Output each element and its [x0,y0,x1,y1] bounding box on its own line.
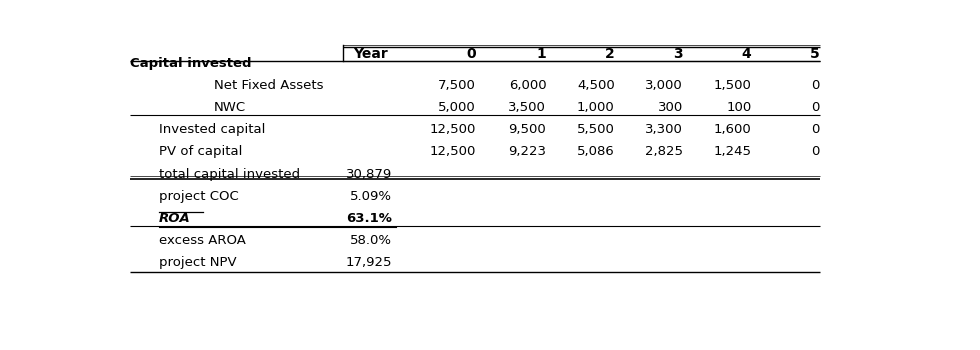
Text: 9,223: 9,223 [509,146,546,159]
Text: NWC: NWC [214,101,246,114]
Text: 3: 3 [673,47,683,61]
Text: 63.1%: 63.1% [346,212,392,225]
Text: 4,500: 4,500 [577,79,614,92]
Text: 1,245: 1,245 [713,146,752,159]
Text: project COC: project COC [159,190,239,203]
Text: 12,500: 12,500 [429,146,475,159]
Text: ROA: ROA [159,212,191,225]
Text: total capital invested: total capital invested [159,168,300,181]
Text: 100: 100 [726,101,752,114]
Text: 12,500: 12,500 [429,123,475,136]
Text: 2,825: 2,825 [645,146,683,159]
Text: 1,600: 1,600 [713,123,752,136]
Text: 1,500: 1,500 [713,79,752,92]
Text: 0: 0 [811,146,819,159]
Text: Net Fixed Assets: Net Fixed Assets [214,79,323,92]
Text: 3,300: 3,300 [645,123,683,136]
Text: project NPV: project NPV [159,256,236,269]
Text: 3,500: 3,500 [509,101,546,114]
Text: 2: 2 [605,47,614,61]
Text: 7,500: 7,500 [438,79,475,92]
Text: 58.0%: 58.0% [350,234,392,247]
Text: 30,879: 30,879 [346,168,392,181]
Text: Year: Year [354,47,388,61]
Text: Capital invested: Capital invested [130,57,252,70]
Text: 17,925: 17,925 [346,256,392,269]
Text: 0: 0 [811,101,819,114]
Text: 3,000: 3,000 [645,79,683,92]
Text: 5,086: 5,086 [577,146,614,159]
Text: PV of capital: PV of capital [159,146,242,159]
Text: 300: 300 [658,101,683,114]
Text: 9,500: 9,500 [509,123,546,136]
Text: excess AROA: excess AROA [159,234,246,247]
Text: 1: 1 [537,47,546,61]
Text: 6,000: 6,000 [509,79,546,92]
Text: 5.09%: 5.09% [350,190,392,203]
Text: 5,000: 5,000 [438,101,475,114]
Text: 0: 0 [811,79,819,92]
Text: 5,500: 5,500 [577,123,614,136]
Text: 0: 0 [466,47,475,61]
Text: 0: 0 [811,123,819,136]
Text: 5: 5 [810,47,819,61]
Text: Invested capital: Invested capital [159,123,266,136]
Text: 1,000: 1,000 [577,101,614,114]
Text: 4: 4 [742,47,752,61]
